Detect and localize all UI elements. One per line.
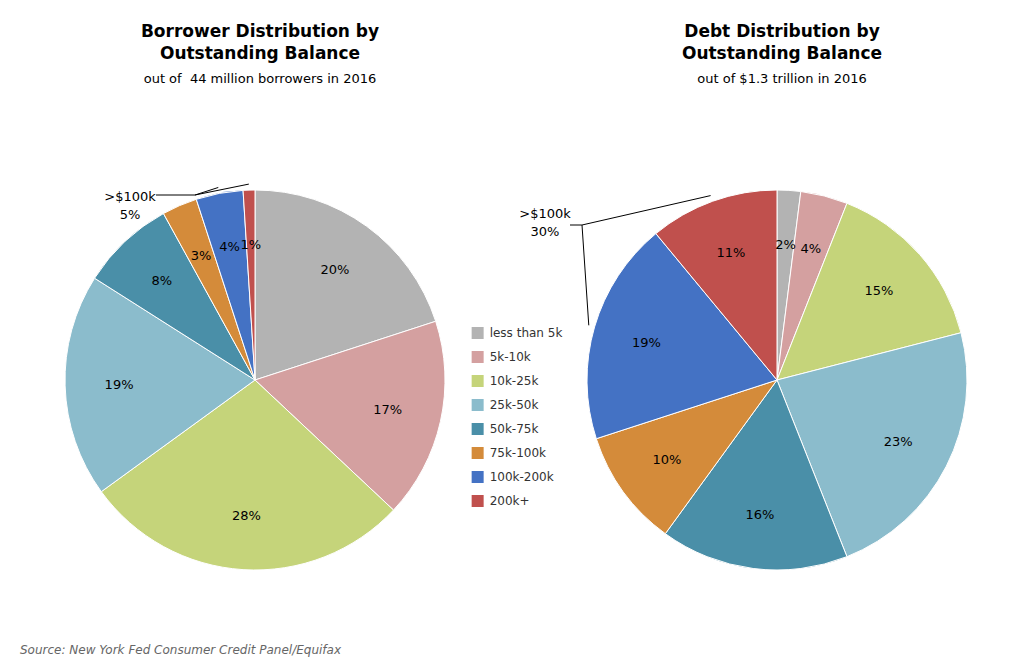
- svg-text:8%: 8%: [152, 273, 173, 288]
- svg-text:19%: 19%: [105, 377, 134, 392]
- svg-text:out of 44 million borrowers i: out of 44 million borrowers in 2016: [144, 71, 377, 86]
- svg-text:19%: 19%: [632, 335, 661, 350]
- svg-text:Borrower Distribution by: Borrower Distribution by: [141, 21, 379, 41]
- svg-text:23%: 23%: [884, 434, 913, 449]
- svg-text:Debt Distribution by: Debt Distribution by: [684, 21, 879, 41]
- svg-text:30%: 30%: [531, 224, 560, 239]
- svg-text:25k-50k: 25k-50k: [490, 398, 539, 412]
- svg-text:less than 5k: less than 5k: [490, 326, 563, 340]
- svg-text:50k-75k: 50k-75k: [490, 422, 539, 436]
- svg-text:>$100k: >$100k: [104, 189, 156, 204]
- svg-text:15%: 15%: [865, 283, 894, 298]
- svg-text:75k-100k: 75k-100k: [490, 446, 546, 460]
- svg-text:17%: 17%: [373, 402, 402, 417]
- svg-text:100k-200k: 100k-200k: [490, 470, 554, 484]
- svg-text:20%: 20%: [320, 262, 349, 277]
- svg-text:16%: 16%: [746, 507, 775, 522]
- svg-text:10k-25k: 10k-25k: [490, 374, 539, 388]
- svg-text:4%: 4%: [801, 241, 822, 256]
- svg-text:5%: 5%: [120, 207, 141, 222]
- svg-text:1%: 1%: [240, 237, 261, 252]
- svg-text:4%: 4%: [219, 239, 240, 254]
- svg-text:2%: 2%: [775, 237, 796, 252]
- svg-text:28%: 28%: [232, 508, 261, 523]
- svg-text:5k-10k: 5k-10k: [490, 350, 531, 364]
- svg-text:11%: 11%: [716, 245, 745, 260]
- svg-text:10%: 10%: [653, 452, 682, 467]
- svg-text:Outstanding Balance: Outstanding Balance: [682, 43, 882, 63]
- svg-text:3%: 3%: [191, 248, 212, 263]
- svg-text:200k+: 200k+: [490, 494, 530, 508]
- svg-text:out of $1.3 trillion in 2016: out of $1.3 trillion in 2016: [697, 71, 866, 86]
- svg-text:Source: New York Fed Consumer: Source: New York Fed Consumer Credit Pan…: [20, 643, 342, 657]
- svg-text:Outstanding Balance: Outstanding Balance: [160, 43, 360, 63]
- svg-text:>$100k: >$100k: [519, 206, 571, 221]
